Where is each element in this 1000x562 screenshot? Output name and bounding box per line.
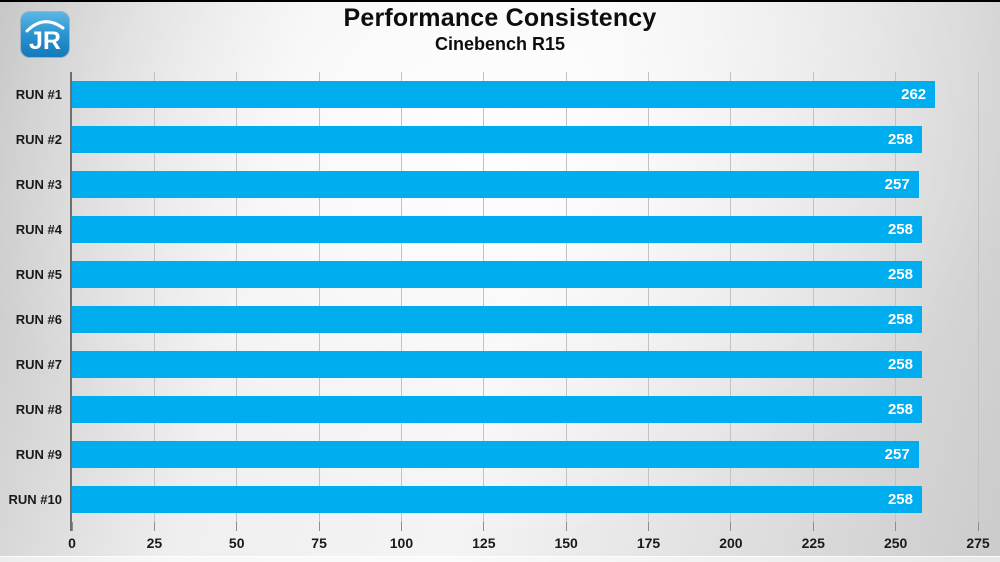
gridline: [648, 72, 650, 522]
bar: 258: [72, 486, 922, 513]
x-tick-label: 50: [228, 535, 245, 551]
top-border: [0, 0, 1000, 2]
gridline: [400, 72, 402, 522]
row-label: RUN #9: [15, 447, 62, 462]
bar-value-label: 258: [887, 131, 913, 148]
bar-value-label: 258: [887, 311, 913, 328]
bar: 257: [72, 171, 919, 198]
x-axis-tick: [565, 522, 567, 531]
x-tick-label: 275: [966, 535, 990, 551]
x-tick-label: 250: [883, 535, 908, 551]
y-axis-line: [70, 72, 72, 531]
x-axis-tick: [400, 522, 402, 531]
gridline: [318, 72, 320, 522]
row-label: RUN #5: [15, 267, 62, 282]
gridline: [812, 72, 814, 522]
row-label: RUN #8: [15, 402, 62, 417]
bar: 258: [72, 216, 922, 243]
x-tick-label: 175: [636, 535, 661, 551]
gridline: [153, 72, 155, 522]
bar: 258: [72, 126, 922, 153]
gridline: [730, 72, 732, 522]
bar: 257: [72, 441, 919, 468]
row-label: RUN #10: [8, 492, 62, 507]
x-tick-label: 125: [472, 535, 496, 551]
bar: 258: [72, 351, 922, 378]
x-tick-label: 200: [719, 535, 743, 551]
x-axis-tick: [812, 522, 814, 531]
x-axis-tick: [648, 522, 650, 531]
x-tick-label: 150: [554, 535, 578, 551]
jr-logo: JR: [20, 11, 70, 58]
x-tick-label: 0: [68, 535, 76, 551]
gridline: [895, 72, 897, 522]
bar: 258: [72, 306, 922, 333]
x-axis-tick: [895, 522, 897, 531]
bar-value-label: 258: [887, 401, 913, 418]
bar-value-label: 258: [887, 221, 913, 238]
bar-value-label: 258: [887, 491, 913, 508]
x-tick-label: 75: [311, 535, 327, 551]
bar-value-label: 262: [901, 86, 927, 103]
x-axis-tick: [71, 522, 73, 531]
bar: 262: [72, 81, 936, 108]
x-tick-label: 25: [146, 535, 163, 551]
gridline: [236, 72, 238, 522]
bar-value-label: 257: [884, 446, 910, 463]
x-axis-tick: [977, 522, 979, 531]
row-label: RUN #2: [15, 132, 62, 147]
row-label: RUN #1: [15, 87, 62, 102]
gridline: [565, 72, 567, 522]
x-tick-label: 225: [801, 535, 825, 551]
chart-subtitle: Cinebench R15: [434, 34, 566, 54]
row-label: RUN #3: [15, 177, 62, 192]
row-label: RUN #6: [15, 312, 62, 327]
bottom-border: [0, 556, 1000, 562]
bar-value-label: 258: [887, 266, 913, 283]
bar: 258: [72, 261, 922, 288]
bar-value-label: 257: [884, 176, 910, 193]
bar-value-label: 258: [887, 356, 913, 373]
row-label: RUN #7: [15, 357, 62, 372]
row-label: RUN #4: [15, 222, 62, 237]
x-axis-tick: [483, 522, 485, 531]
x-axis-tick: [730, 522, 732, 531]
logo-letters: JR: [29, 27, 61, 55]
gridline: [483, 72, 485, 522]
bar: 258: [72, 396, 922, 423]
chart-title: Performance Consistency: [343, 4, 657, 32]
gridline: [977, 72, 979, 522]
x-axis-tick: [318, 522, 320, 531]
x-tick-label: 100: [389, 535, 414, 551]
x-axis-tick: [153, 522, 155, 531]
logo-arc: [25, 20, 65, 33]
x-axis-tick: [236, 522, 238, 531]
